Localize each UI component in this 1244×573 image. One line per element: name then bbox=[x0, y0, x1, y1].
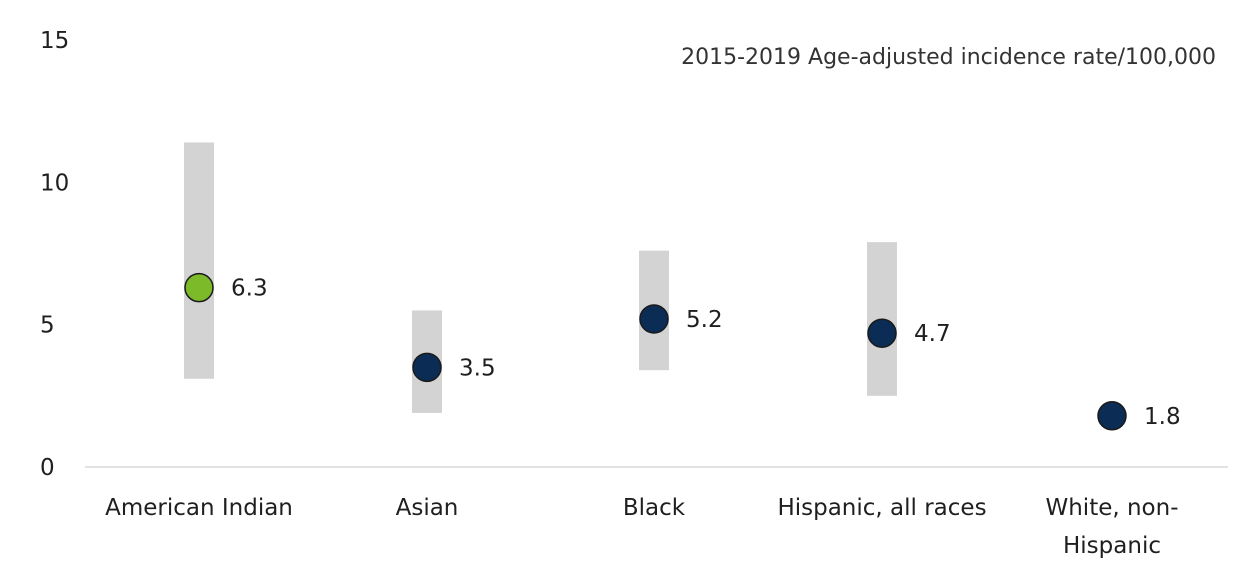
data-point bbox=[867, 318, 897, 348]
x-category-label-line: Hispanic, all races bbox=[777, 495, 986, 521]
x-category-label: Asian bbox=[396, 495, 459, 521]
y-tick-label: 15 bbox=[40, 28, 69, 54]
data-label: 1.8 bbox=[1144, 404, 1181, 430]
y-tick-label: 0 bbox=[40, 455, 55, 481]
x-category-label: Black bbox=[623, 495, 686, 521]
data-point bbox=[184, 272, 214, 303]
x-category-label-line: Hispanic bbox=[1063, 533, 1161, 559]
x-category-label: American Indian bbox=[105, 495, 293, 521]
data-label: 3.5 bbox=[459, 355, 496, 381]
confidence-intervals bbox=[184, 142, 897, 413]
x-axis-categories: American Indian Asian Black Hispanic, all r… bbox=[105, 495, 1178, 559]
data-label: 4.7 bbox=[914, 321, 951, 347]
y-tick-label: 10 bbox=[40, 170, 69, 196]
x-category-label-line: American Indian bbox=[105, 495, 293, 521]
chart-title: 2015-2019 Age-adjusted incidence rate/10… bbox=[681, 45, 1216, 70]
data-labels: 6.3 3.5 5.2 4.7 1.8 bbox=[231, 276, 1181, 430]
data-point bbox=[1097, 401, 1127, 431]
data-point bbox=[639, 304, 669, 334]
ci-bar bbox=[184, 142, 214, 379]
data-points bbox=[184, 272, 1127, 431]
data-label: 6.3 bbox=[231, 276, 268, 302]
x-category-label: Hispanic, all races bbox=[777, 495, 986, 521]
y-tick-label: 5 bbox=[40, 313, 55, 339]
x-category-label-line: White, non- bbox=[1045, 495, 1178, 521]
x-category-label: White, non- Hispanic bbox=[1045, 495, 1178, 559]
data-point bbox=[412, 352, 442, 383]
data-label: 5.2 bbox=[686, 307, 723, 333]
x-category-label-line: Asian bbox=[396, 495, 459, 521]
y-axis: 0 5 10 15 bbox=[40, 28, 69, 481]
x-category-label-line: Black bbox=[623, 495, 686, 521]
